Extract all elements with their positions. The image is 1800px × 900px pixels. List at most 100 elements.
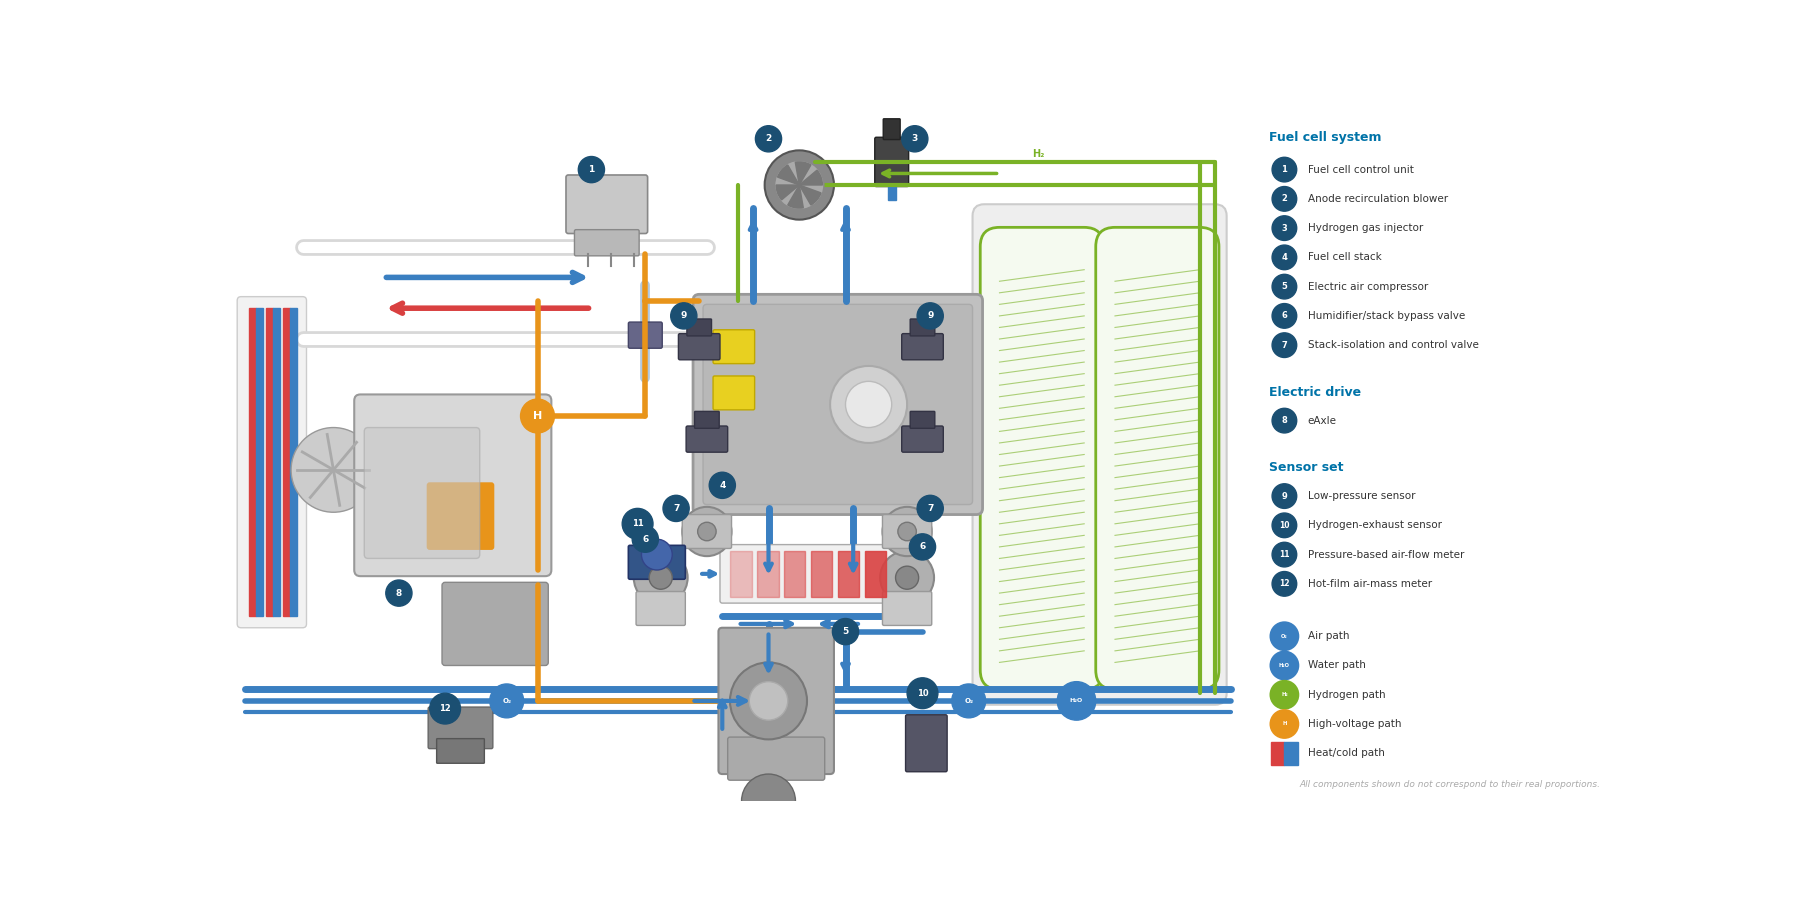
FancyBboxPatch shape (713, 329, 754, 364)
Circle shape (671, 302, 697, 329)
Text: 1: 1 (1282, 165, 1287, 174)
FancyBboxPatch shape (1096, 228, 1219, 689)
Circle shape (1271, 652, 1298, 680)
Text: 3: 3 (911, 134, 918, 143)
Text: Water path: Water path (1307, 661, 1366, 670)
FancyBboxPatch shape (884, 119, 900, 140)
Circle shape (846, 382, 891, 427)
Text: H₂O: H₂O (1069, 698, 1084, 704)
Circle shape (749, 681, 788, 720)
Circle shape (634, 551, 688, 605)
Text: 11: 11 (1280, 550, 1289, 559)
Circle shape (662, 495, 689, 521)
FancyBboxPatch shape (720, 544, 909, 603)
Wedge shape (776, 185, 799, 200)
Circle shape (909, 534, 936, 560)
Circle shape (650, 566, 671, 590)
Circle shape (1273, 245, 1296, 270)
Text: Pressure-based air-flow meter: Pressure-based air-flow meter (1307, 550, 1463, 560)
Circle shape (1271, 710, 1298, 738)
Circle shape (1057, 681, 1096, 720)
Circle shape (830, 366, 907, 443)
Text: 7: 7 (927, 504, 934, 513)
FancyBboxPatch shape (628, 322, 662, 348)
Text: Fuel cell system: Fuel cell system (1269, 131, 1382, 144)
Text: Fuel cell control unit: Fuel cell control unit (1307, 165, 1413, 175)
Text: All components shown do not correspond to their real proportions.: All components shown do not correspond t… (1300, 780, 1600, 789)
Bar (864, 551, 886, 597)
Bar (837, 551, 859, 597)
Text: 7: 7 (1282, 341, 1287, 350)
Text: O₂: O₂ (965, 698, 974, 704)
Text: 5: 5 (1282, 282, 1287, 291)
Wedge shape (788, 185, 803, 208)
Text: Fuel cell stack: Fuel cell stack (1307, 252, 1381, 263)
Bar (248, 308, 256, 616)
Text: eAxle: eAxle (1307, 416, 1336, 426)
Text: Stack-isolation and control valve: Stack-isolation and control valve (1307, 340, 1478, 350)
Circle shape (774, 160, 824, 210)
Text: 3: 3 (1282, 223, 1287, 232)
Bar (758, 551, 779, 597)
Text: Hot-film air-mass meter: Hot-film air-mass meter (1307, 579, 1431, 589)
FancyBboxPatch shape (679, 334, 720, 360)
Circle shape (1273, 274, 1296, 299)
Wedge shape (796, 162, 810, 185)
Text: 7: 7 (673, 504, 679, 513)
Wedge shape (799, 185, 821, 205)
Text: Sensor set: Sensor set (1269, 462, 1343, 474)
Circle shape (765, 150, 833, 220)
FancyBboxPatch shape (981, 228, 1103, 689)
Circle shape (832, 618, 859, 644)
Circle shape (1273, 303, 1296, 328)
FancyBboxPatch shape (911, 411, 934, 428)
Circle shape (880, 551, 934, 605)
Circle shape (1273, 543, 1296, 567)
Text: 6: 6 (920, 543, 925, 552)
Text: 5: 5 (842, 627, 848, 636)
FancyBboxPatch shape (427, 483, 493, 549)
Circle shape (1271, 623, 1298, 650)
Text: H₂: H₂ (1282, 692, 1287, 698)
Circle shape (292, 428, 376, 512)
FancyBboxPatch shape (686, 426, 727, 452)
FancyBboxPatch shape (437, 739, 484, 763)
FancyBboxPatch shape (882, 515, 932, 548)
FancyBboxPatch shape (428, 707, 493, 749)
FancyBboxPatch shape (713, 376, 754, 410)
Text: 12: 12 (439, 704, 452, 713)
Circle shape (902, 126, 927, 152)
Text: Air path: Air path (1307, 631, 1348, 641)
Bar (1285, 742, 1298, 765)
Circle shape (709, 472, 736, 499)
FancyBboxPatch shape (682, 515, 731, 548)
FancyBboxPatch shape (443, 582, 549, 665)
Circle shape (490, 684, 524, 718)
Text: Hydrogen gas injector: Hydrogen gas injector (1307, 223, 1422, 233)
Circle shape (1273, 158, 1296, 182)
FancyBboxPatch shape (635, 591, 686, 626)
Circle shape (896, 566, 918, 590)
FancyBboxPatch shape (355, 394, 551, 576)
FancyBboxPatch shape (972, 204, 1226, 705)
Bar (810, 551, 832, 597)
Bar (283, 308, 290, 616)
FancyBboxPatch shape (882, 591, 932, 626)
Circle shape (882, 507, 932, 556)
Text: 9: 9 (927, 311, 934, 320)
Circle shape (1273, 409, 1296, 433)
Circle shape (1273, 513, 1296, 537)
FancyBboxPatch shape (704, 304, 972, 505)
Text: 4: 4 (1282, 253, 1287, 262)
FancyBboxPatch shape (727, 737, 824, 780)
Circle shape (1271, 681, 1298, 708)
Text: H: H (533, 411, 542, 421)
Bar (785, 551, 805, 597)
Circle shape (731, 662, 806, 740)
Circle shape (756, 126, 781, 152)
FancyBboxPatch shape (875, 138, 909, 186)
Text: 8: 8 (1282, 416, 1287, 425)
Circle shape (520, 399, 554, 433)
Text: High-voltage path: High-voltage path (1307, 719, 1400, 729)
Circle shape (623, 508, 653, 539)
